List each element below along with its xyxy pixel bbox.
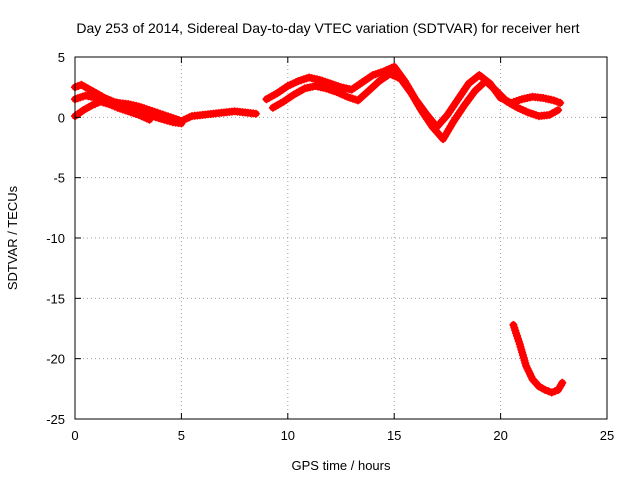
x-tick-label: 15 [387, 428, 401, 443]
data-point [177, 119, 186, 128]
x-tick-label: 5 [178, 428, 185, 443]
y-tick-label: 0 [58, 110, 65, 125]
y-tick-label: -10 [46, 231, 65, 246]
y-axis-label: SDTVAR / TECUs [5, 185, 20, 290]
data-point [145, 115, 154, 124]
data-points [71, 62, 567, 397]
x-tick-label: 10 [281, 428, 295, 443]
x-tick-label: 25 [600, 428, 614, 443]
chart-title: Day 253 of 2014, Sidereal Day-to-day VTE… [76, 20, 579, 36]
x-tick-label: 20 [493, 428, 507, 443]
y-tick-label: 5 [58, 50, 65, 65]
series-trace-track-f [509, 321, 566, 396]
data-point [251, 109, 260, 118]
y-tick-label: -25 [46, 412, 65, 427]
y-tick-label: -5 [53, 171, 65, 186]
y-tick-label: -20 [46, 352, 65, 367]
data-point [556, 98, 565, 107]
y-tick-label: -15 [46, 291, 65, 306]
x-tick-label: 0 [71, 428, 78, 443]
axis-ticks: 0 5 10 15 20 25 -25 -20 -15 -10 -5 0 5 [46, 50, 614, 443]
x-axis-label: GPS time / hours [292, 458, 391, 473]
data-point [554, 106, 563, 115]
data-point [558, 378, 567, 387]
